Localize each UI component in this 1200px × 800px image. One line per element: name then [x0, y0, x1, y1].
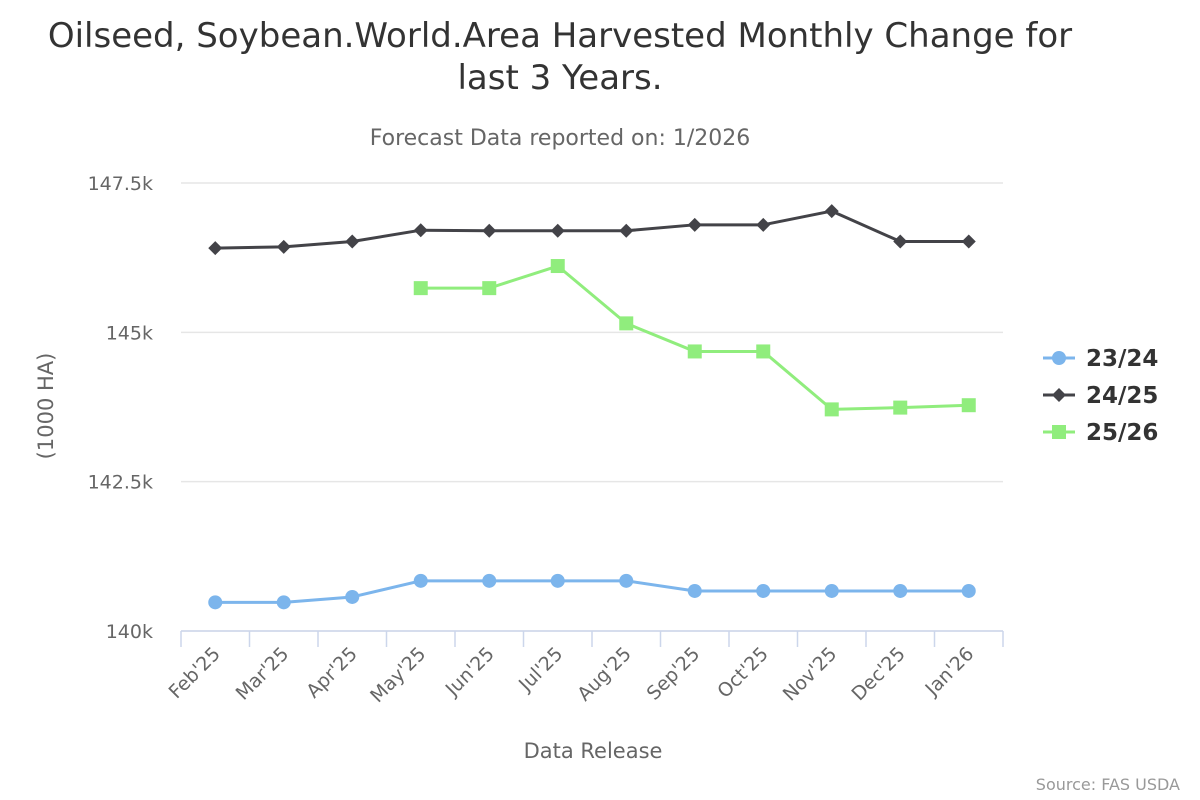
- x-tick-label: Aug'25: [573, 643, 636, 706]
- data-point[interactable]: [208, 241, 223, 256]
- x-tick-label: Dec'25: [847, 643, 909, 705]
- legend-item-0[interactable]: 23/24: [1043, 346, 1158, 372]
- data-point[interactable]: [687, 583, 702, 598]
- data-point[interactable]: [550, 573, 565, 588]
- data-point[interactable]: [482, 223, 497, 238]
- series-1: [208, 204, 976, 256]
- x-tick-label: Feb'25: [165, 643, 225, 703]
- data-point[interactable]: [413, 223, 428, 238]
- data-point[interactable]: [756, 344, 771, 359]
- y-tick-label: 145k: [106, 322, 153, 344]
- data-point[interactable]: [550, 223, 565, 238]
- y-tick-label: 140k: [106, 621, 153, 643]
- y-axis-title: (1000 HA): [34, 353, 58, 460]
- legend-label: 24/25: [1086, 383, 1158, 409]
- chart-subtitle: Forecast Data reported on: 1/2026: [370, 126, 751, 151]
- data-point[interactable]: [824, 583, 839, 598]
- x-tick-label: Sep'25: [643, 643, 705, 705]
- data-point[interactable]: [687, 344, 702, 359]
- data-point[interactable]: [619, 223, 634, 238]
- data-point[interactable]: [893, 400, 908, 415]
- source-credit[interactable]: Source: FAS USDA: [1036, 775, 1180, 794]
- data-point[interactable]: [276, 239, 291, 254]
- legend-label: 23/24: [1086, 346, 1158, 372]
- chart-title-line-1: Oilseed, Soybean.World.Area Harvested Mo…: [48, 16, 1072, 56]
- data-point[interactable]: [756, 217, 771, 232]
- data-point[interactable]: [824, 402, 839, 417]
- data-point[interactable]: [619, 316, 634, 331]
- y-tick-label: 142.5k: [88, 472, 153, 494]
- x-tick-label: May'25: [366, 643, 430, 707]
- data-point[interactable]: [893, 583, 908, 598]
- x-tick-label: Mar'25: [232, 643, 294, 705]
- x-tick-label: Jul'25: [514, 643, 567, 696]
- series-2: [413, 259, 976, 417]
- data-point[interactable]: [687, 217, 702, 232]
- data-point[interactable]: [482, 573, 497, 588]
- data-point[interactable]: [961, 234, 976, 249]
- y-axis: 140k 142.5k 145k 147.5k: [88, 173, 153, 643]
- chart-title-line-2: last 3 Years.: [457, 58, 662, 98]
- legend-marker[interactable]: [1052, 351, 1066, 365]
- series-area: [208, 204, 976, 610]
- data-point[interactable]: [961, 583, 976, 598]
- x-tick-label: Jun'25: [441, 643, 499, 701]
- x-tick-label: Jan'26: [921, 643, 979, 701]
- data-point[interactable]: [893, 234, 908, 249]
- legend-marker[interactable]: [1052, 388, 1066, 402]
- data-point[interactable]: [482, 281, 497, 296]
- legend-item-2[interactable]: 25/26: [1043, 420, 1158, 446]
- data-point[interactable]: [619, 573, 634, 588]
- data-point[interactable]: [276, 595, 291, 610]
- data-point[interactable]: [345, 234, 360, 249]
- data-point[interactable]: [824, 204, 839, 219]
- x-tick-label: Apr'25: [302, 643, 362, 703]
- y-tick-label: 147.5k: [88, 173, 153, 195]
- legend: 23/24 24/25 25/26: [1043, 346, 1158, 446]
- legend-marker[interactable]: [1052, 425, 1066, 439]
- data-point[interactable]: [961, 398, 976, 413]
- x-tick-label: Nov'25: [779, 643, 842, 706]
- data-point[interactable]: [756, 583, 771, 598]
- series-0: [208, 573, 976, 610]
- series-line[interactable]: [213, 209, 971, 250]
- legend-item-1[interactable]: 24/25: [1043, 383, 1158, 409]
- data-point[interactable]: [208, 595, 223, 610]
- data-point[interactable]: [413, 573, 428, 588]
- x-tick-label: Oct'25: [713, 643, 773, 703]
- data-point[interactable]: [345, 589, 360, 604]
- x-axis-title: Data Release: [524, 739, 663, 763]
- data-point[interactable]: [413, 281, 428, 296]
- series-line[interactable]: [419, 264, 971, 411]
- data-point[interactable]: [550, 259, 565, 274]
- legend-label: 25/26: [1086, 420, 1158, 446]
- series-line[interactable]: [213, 579, 971, 604]
- x-axis: Feb'25 Mar'25 Apr'25 May'25 Jun'25 Jul'25 Aug'…: [165, 630, 1004, 707]
